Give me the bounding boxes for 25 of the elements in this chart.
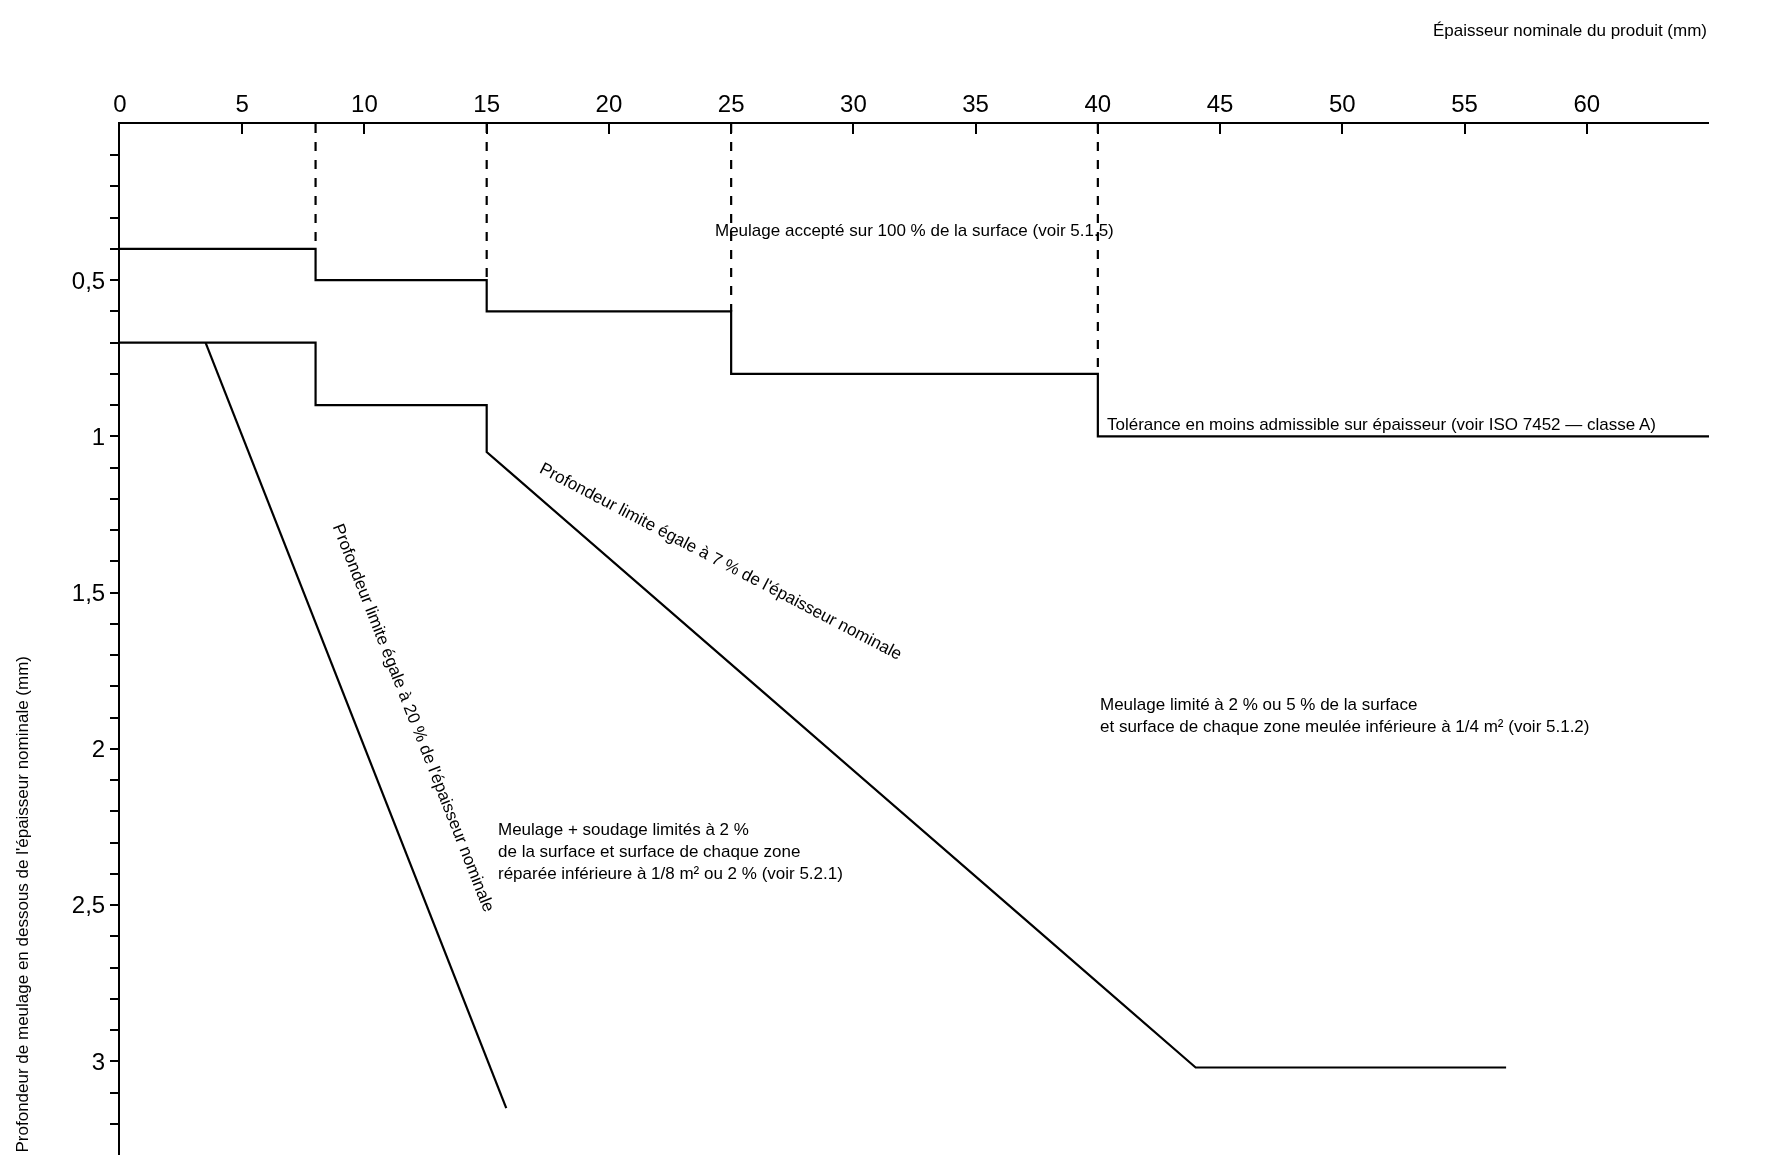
annotation: Tolérance en moins admissible sur épaisseur (voir ISO 7452 — classe A): [1107, 415, 1656, 434]
x-tick-label: 30: [840, 90, 867, 118]
x-axis-title: Épaisseur nominale du produit (mm): [1433, 21, 1708, 40]
x-tick-label: 60: [1573, 90, 1601, 118]
y-tick-label: 1: [91, 422, 106, 450]
annotation: Meulage limité à 2 % ou 5 % de la surface et surface de chaque zone meulée inférieure à 1/4 m² (voir 5.1.2): [1100, 695, 1590, 737]
y-tick-label: 1,5: [71, 579, 106, 607]
x-tick-label: 5: [235, 90, 249, 118]
y-tick-label: 2: [91, 735, 106, 763]
x-tick-label: 15: [473, 90, 501, 118]
x-tick-label: 20: [595, 90, 623, 118]
annotation: Meulage accepté sur 100 % de la surface (voir 5.1.5): [715, 221, 1114, 240]
x-tick-label: 50: [1328, 90, 1356, 118]
x-tick-label: 55: [1451, 90, 1478, 118]
y-tick-label: 0,5: [71, 266, 106, 294]
x-tick-label: 45: [1206, 90, 1234, 118]
x-tick-label: 35: [962, 90, 989, 118]
x-tick-label: 10: [351, 90, 378, 118]
x-tick-label: 0: [113, 90, 127, 118]
x-tick-label: 25: [717, 90, 745, 118]
annotation: Meulage + soudage limités à 2 % de la surface et surface de chaque zone réparée inférieure à 1/8 m² ou 2 % (voir 5.2.1): [498, 820, 843, 884]
x-tick-label: 40: [1084, 90, 1112, 118]
y-axis-title: Profondeur de meulage en dessous de l'épaisseur nominale (mm): [12, 655, 32, 1153]
y-tick-label: 2,5: [71, 891, 106, 919]
y-tick-label: 3: [91, 1047, 106, 1075]
